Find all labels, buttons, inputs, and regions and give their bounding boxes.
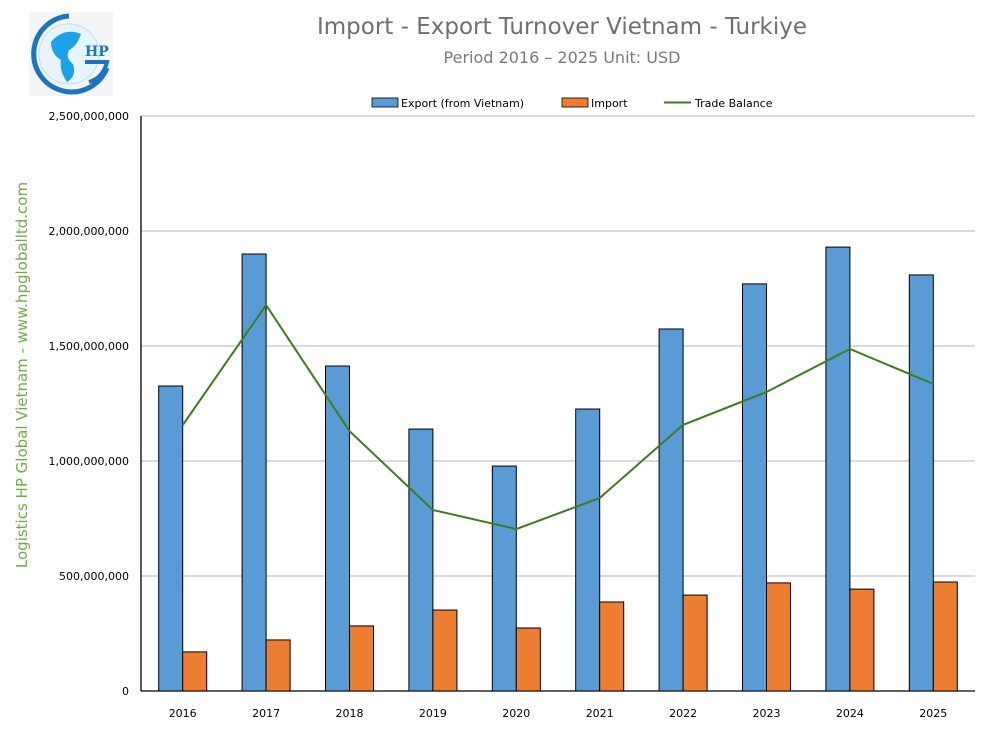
x-tick-label: 2023 (753, 707, 781, 720)
trade-balance-line (181, 303, 934, 531)
svg-text:HP: HP (85, 44, 109, 60)
y-tick-label: 1,500,000,000 (49, 340, 129, 353)
legend-label-trade-balance: Trade Balance (694, 97, 773, 110)
x-tick-label: 2020 (502, 707, 530, 720)
x-tick-label: 2021 (586, 707, 614, 720)
y-tick-label: 500,000,000 (59, 570, 129, 583)
export-bar (742, 283, 767, 692)
import-bar (849, 588, 875, 692)
y-tick-label: 1,000,000,000 (49, 455, 129, 468)
export-bar (408, 428, 434, 692)
legend-label-import: Import (591, 97, 628, 110)
y-tick-label: 2,000,000,000 (49, 225, 129, 238)
import-bar (932, 581, 958, 692)
import-bar (432, 609, 458, 692)
legend-swatch-import (561, 97, 589, 108)
chart-title: Import - Export Turnover Vietnam - Turki… (316, 14, 808, 40)
y-tick-label: 2,500,000,000 (49, 110, 129, 123)
chart-subtitle: Period 2016 – 2025 Unit: USD (443, 48, 681, 67)
export-bar (908, 274, 934, 692)
import-bar (766, 582, 791, 692)
x-tick-label: 2025 (919, 707, 947, 720)
export-bar (658, 328, 684, 692)
import-bar (515, 627, 541, 692)
export-bar (575, 408, 601, 692)
legend-label-export: Export (from Vietnam) (401, 97, 524, 110)
export-bar (241, 253, 267, 692)
import-bar (265, 639, 291, 692)
x-tick-label: 2018 (336, 707, 364, 720)
import-bar (349, 625, 374, 692)
x-tick-label: 2016 (169, 707, 197, 720)
import-bar (599, 601, 625, 692)
y-tick-label: 0 (122, 685, 129, 698)
import-bar (682, 594, 708, 692)
legend-swatch-export (371, 97, 399, 108)
export-bar (491, 465, 517, 692)
export-bar (325, 365, 350, 692)
export-bar (825, 246, 851, 692)
x-tick-label: 2024 (836, 707, 864, 720)
x-tick-label: 2019 (419, 707, 447, 720)
x-tick-label: 2017 (252, 707, 280, 720)
hp-logo: HP (29, 12, 113, 100)
import-bar (182, 651, 208, 692)
export-bar (158, 385, 184, 692)
x-tick-label: 2022 (669, 707, 697, 720)
